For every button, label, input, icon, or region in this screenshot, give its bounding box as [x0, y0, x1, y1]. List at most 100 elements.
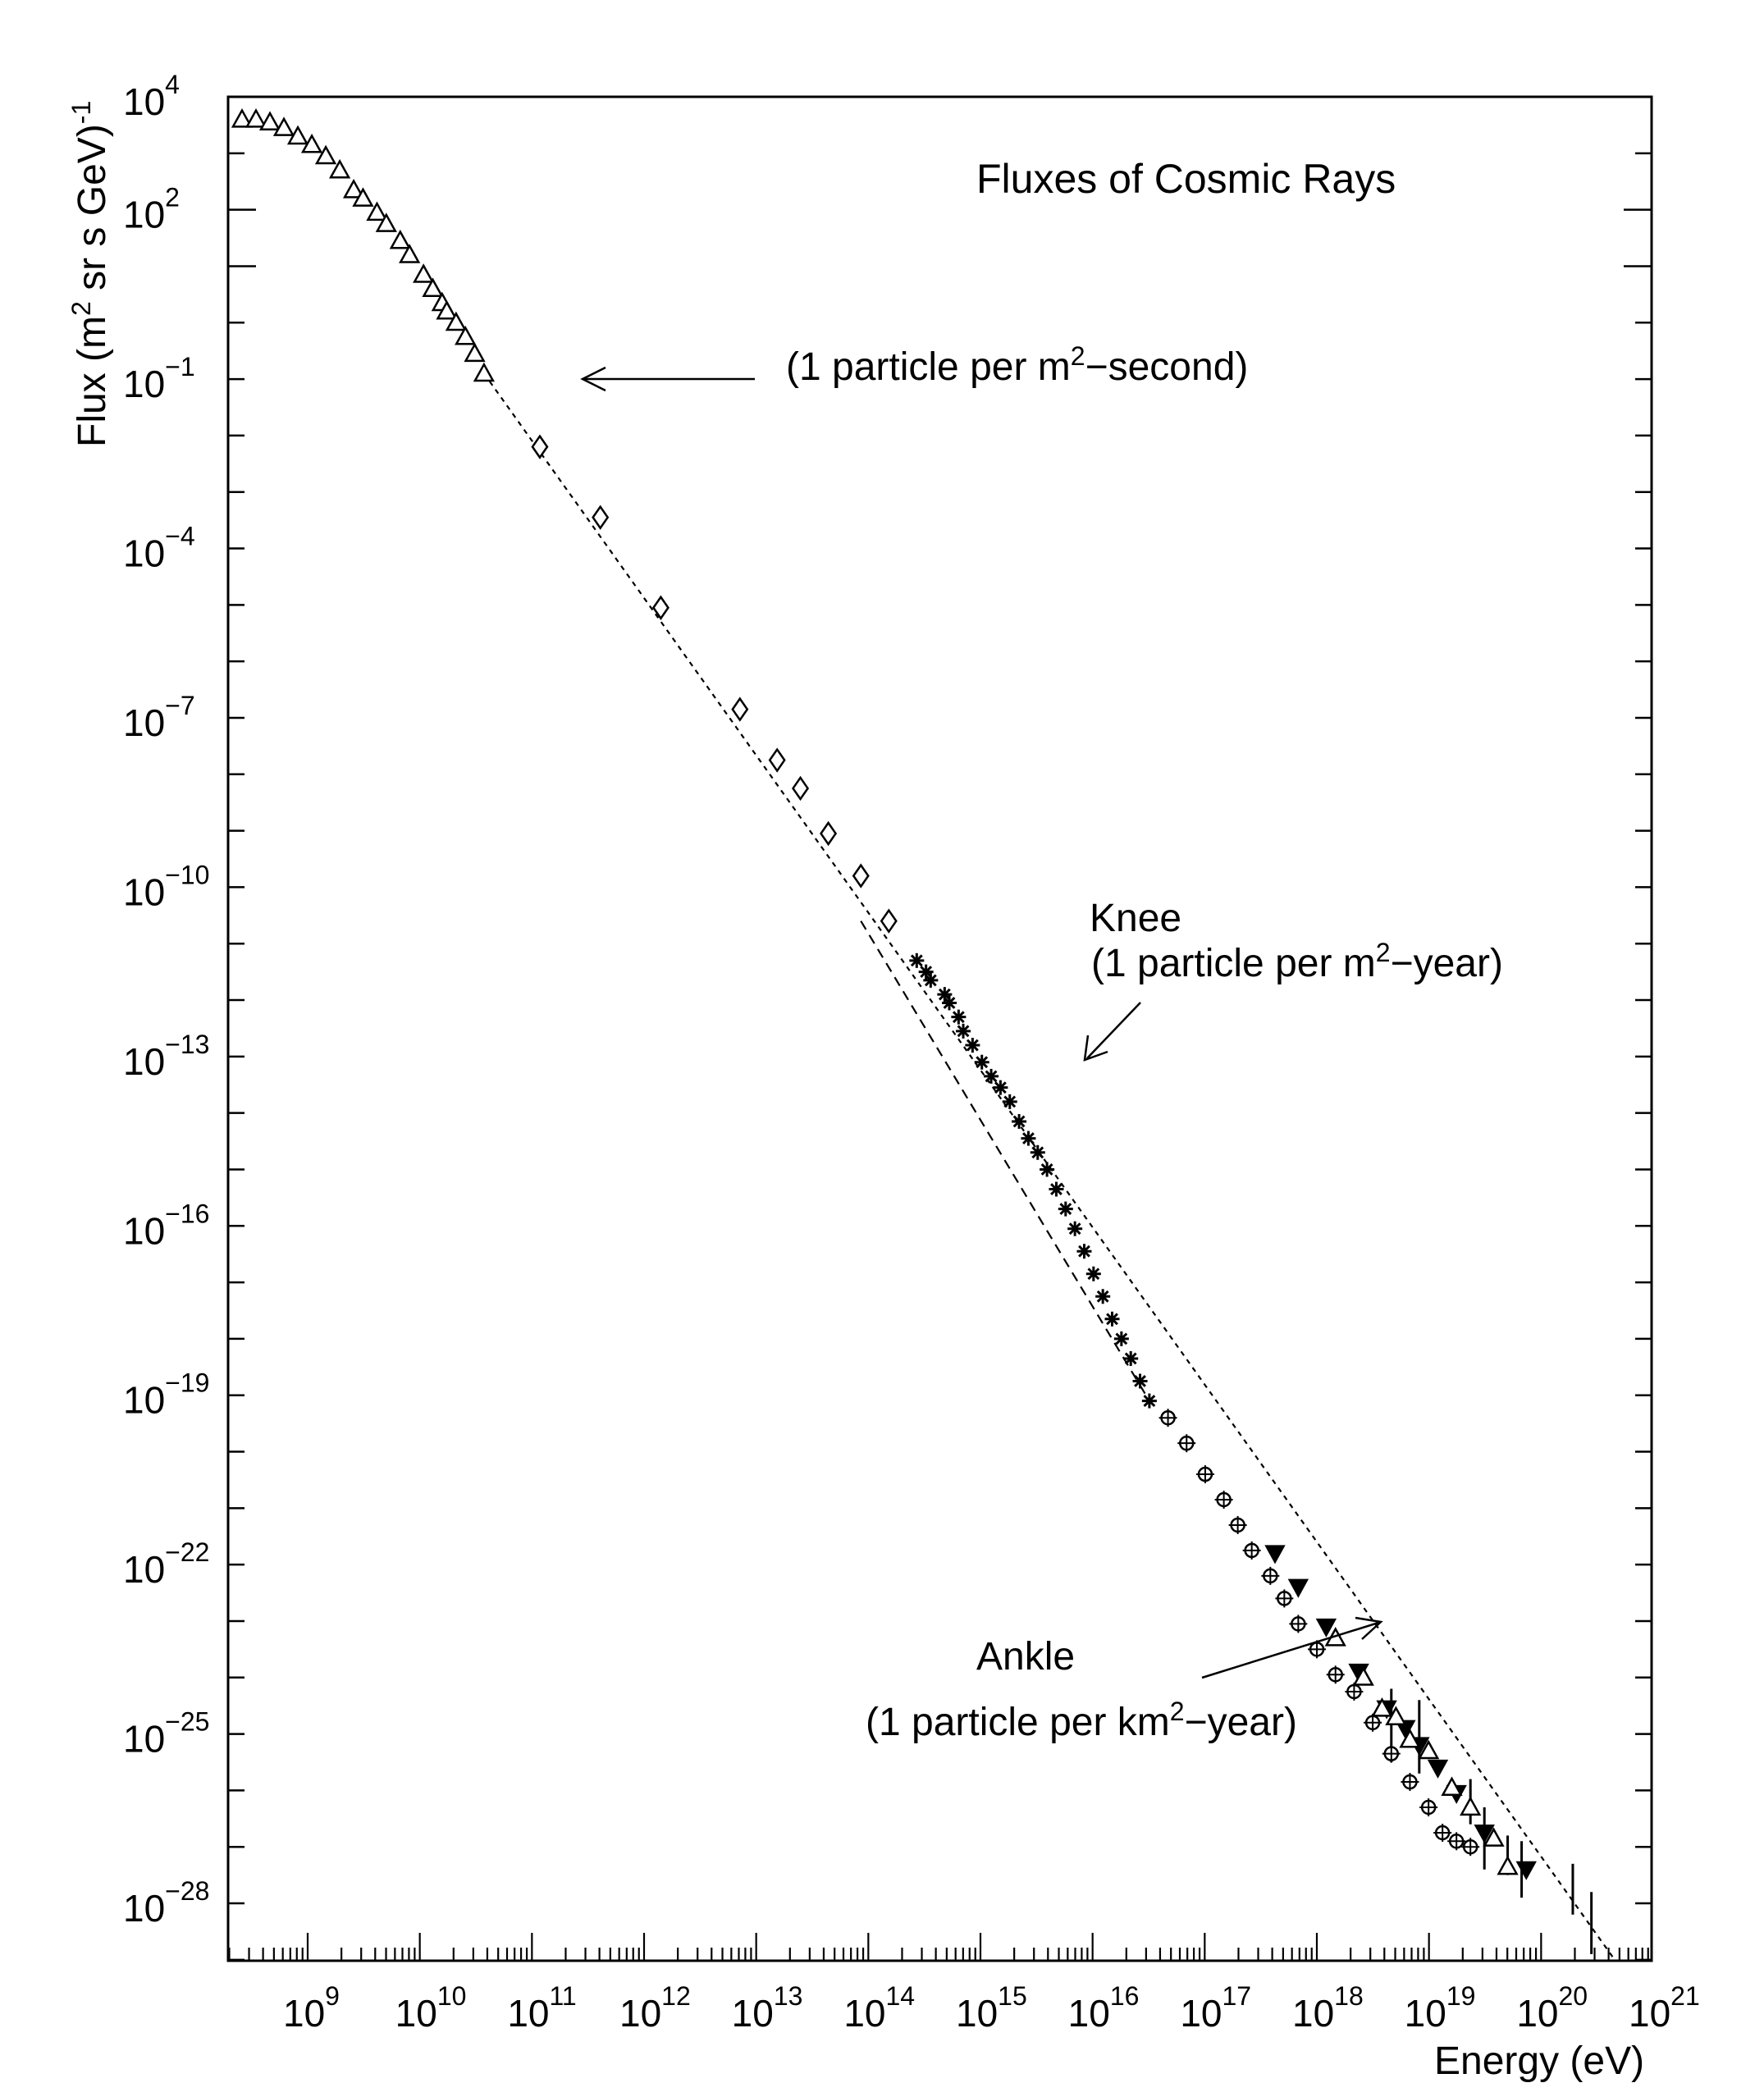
x-tick-base: 10: [619, 1992, 661, 2035]
diamond-point: [880, 908, 898, 934]
asterisk-stroke: [985, 1070, 998, 1083]
diamond-point: [852, 863, 870, 888]
y-tick-base: 10: [123, 1887, 165, 1930]
asterisk-stroke: [952, 1011, 965, 1024]
triangle-point: [1483, 1827, 1505, 1847]
y-tick-label: 10−22: [123, 1537, 209, 1591]
annotation-knee-label: Knee: [1090, 897, 1181, 940]
asterisk-stroke: [910, 954, 923, 967]
x-tick-exp: 11: [550, 1981, 577, 2011]
x-tick-base: 10: [1292, 1992, 1334, 2035]
triangle-point: [366, 201, 388, 222]
asterisk-stroke: [1068, 1222, 1081, 1236]
x-tick-base: 10: [732, 1992, 774, 2035]
y-tick-base: 10: [123, 532, 165, 575]
asterisk-point: [956, 1023, 971, 1039]
asterisk-stroke: [976, 1056, 989, 1069]
x-tick-base: 10: [1629, 1992, 1670, 2035]
cross-point: [1433, 1823, 1452, 1842]
x-tick-exp: 16: [1110, 1981, 1140, 2011]
diamond-point: [768, 747, 786, 773]
x-tick-exp: 15: [998, 1981, 1027, 2011]
y-tick-exp: −1: [165, 352, 194, 381]
y-tick-label: 104: [123, 70, 180, 123]
cross-point: [1364, 1713, 1382, 1732]
y-tick-labels: 10410210−110−410−710−1010−1310−1610−1910…: [123, 70, 209, 1930]
asterisk-point: [1049, 1181, 1064, 1197]
triangle-point: [464, 342, 486, 363]
x-tick-labels: 109 1010 1011 1012 1013 1014 1015 1016 1017 1018 1…: [283, 1981, 1700, 2035]
asterisk-point: [1132, 1373, 1148, 1389]
asterisk-point: [942, 995, 957, 1011]
y-tick-label: 10−16: [123, 1199, 209, 1252]
y-tick-exp: −28: [165, 1876, 209, 1906]
x-tick-base: 10: [1405, 1992, 1446, 2035]
diamond-point: [531, 434, 549, 459]
x-tick-base: 10: [1180, 1992, 1222, 2035]
chart-title: Fluxes of Cosmic Rays: [976, 156, 1396, 202]
triangle-point: [258, 111, 281, 131]
x-tick-label: 1020: [1516, 1981, 1588, 2035]
y-tick-label: 102: [123, 183, 180, 236]
x-tick-base: 10: [395, 1992, 437, 2035]
asterisk-stroke: [1096, 1290, 1109, 1303]
diamond-point: [592, 505, 610, 530]
cross-point: [1214, 1490, 1233, 1509]
y-tick-base: 10: [123, 80, 165, 123]
asterisk-point: [909, 952, 925, 968]
y-tick-exp: −10: [165, 860, 209, 889]
asterisk-point: [965, 1038, 980, 1053]
x-tick-base: 10: [507, 1992, 549, 2035]
asterisk-stroke: [966, 1039, 979, 1052]
annotation-arrowhead-ankle: [1355, 1616, 1383, 1640]
x-tick-label: 1018: [1292, 1981, 1364, 2035]
filled-triangle-point: [1315, 1618, 1337, 1638]
asterisk-stroke: [1059, 1203, 1072, 1216]
asterisk-stroke: [920, 966, 933, 979]
y-tick-exp: 2: [165, 183, 180, 212]
asterisk-point: [1021, 1131, 1036, 1146]
y-tick-exp: −25: [165, 1707, 209, 1737]
y-tick-label: 10−10: [123, 860, 209, 913]
cross-point: [1228, 1515, 1247, 1534]
asterisk-stroke: [1050, 1183, 1063, 1195]
y-tick-base: 10: [123, 1379, 165, 1422]
y-tick-base: 10: [123, 1718, 165, 1761]
asterisk-point: [951, 1009, 967, 1025]
y-axis-label: Flux (m2 sr s GeV)-1: [66, 101, 114, 447]
y-tick-exp: 4: [165, 70, 180, 99]
cross-point: [1289, 1615, 1308, 1633]
reference-lines: [483, 372, 1615, 1961]
triangle-point: [422, 277, 444, 298]
asterisk-stroke: [1040, 1163, 1053, 1176]
cross-point: [1195, 1465, 1214, 1484]
triangle-point: [1497, 1855, 1519, 1875]
y-tick-label: 10−1: [123, 352, 195, 405]
minor-ticks: [228, 95, 1652, 1962]
cross-point: [1158, 1409, 1177, 1427]
x-tick-base: 10: [1068, 1992, 1110, 2035]
triangle-point: [342, 178, 365, 199]
x-tick-label: 1019: [1405, 1981, 1476, 2035]
filled-triangle-point: [1474, 1824, 1495, 1844]
y-tick-base: 10: [123, 701, 165, 744]
x-tick-base: 10: [283, 1992, 325, 2035]
annotation-arrow-knee: [1086, 1002, 1141, 1059]
y-tick-base: 10: [123, 194, 165, 236]
y-tick-base: 10: [123, 1209, 165, 1252]
x-tick-base: 10: [843, 1992, 885, 2035]
triangle-point: [399, 244, 421, 263]
x-tick-label: 1014: [843, 1981, 915, 2035]
cross-point: [1382, 1744, 1401, 1763]
triangle-point: [445, 311, 467, 331]
asterisk-stroke: [1087, 1268, 1100, 1281]
asterisk-stroke: [1115, 1332, 1128, 1345]
asterisk-point: [1085, 1266, 1101, 1281]
triangle-point: [455, 325, 477, 345]
triangle-point: [1418, 1739, 1440, 1760]
triangle-point: [244, 107, 267, 128]
asterisk-point: [1030, 1144, 1045, 1160]
x-tick-exp: 10: [437, 1981, 467, 2011]
cross-point: [1177, 1434, 1196, 1453]
triangle-point: [473, 362, 496, 382]
